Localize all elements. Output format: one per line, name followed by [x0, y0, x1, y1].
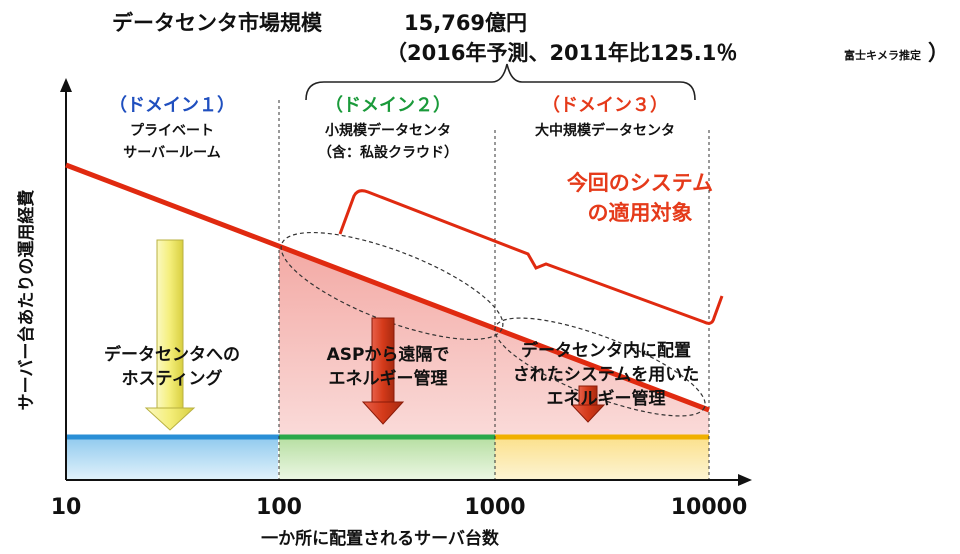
band-domain-1 — [66, 436, 278, 480]
region-1-line2: ホスティング — [122, 368, 223, 389]
y-axis-arrow — [60, 78, 72, 92]
band-domain-2 — [279, 436, 495, 480]
domain-2-line2: （含：私設クラウド） — [318, 144, 458, 161]
domain-3-title: （ドメイン３） — [542, 95, 668, 116]
market-title: データセンタ市場規模 — [112, 11, 323, 35]
x-tick-1000: 1000 — [464, 495, 525, 520]
domain-2-title: （ドメイン２） — [325, 95, 451, 116]
x-axis-arrow — [738, 474, 752, 486]
market-value: 15,769億円 — [404, 11, 527, 35]
y-axis-label: サーバー台あたりの運用経費 — [16, 190, 37, 411]
domain-2-line1: 小規模データセンタ — [325, 122, 451, 139]
x-tick-10000: 10000 — [671, 495, 748, 520]
target-label-line1: 今回のシステム — [567, 171, 713, 195]
region-3-line1: データセンタ内に配置 — [521, 340, 691, 361]
source-note: 富士キメラ推定 — [844, 48, 921, 62]
yellow-down-arrow — [144, 239, 196, 431]
domain-3-line1: 大中規模データセンタ — [535, 122, 675, 139]
domain-1-line1: プライベート — [130, 123, 214, 139]
region-3-line2: されたシステムを用いた — [513, 365, 700, 385]
x-tick-100: 100 — [256, 495, 302, 520]
region-2-line2: エネルギー管理 — [329, 368, 448, 389]
region-2-line1: ASPから遠隔で — [327, 345, 450, 365]
close-paren: ） — [928, 41, 949, 65]
band-domain-3 — [495, 436, 709, 480]
target-brace — [338, 189, 724, 325]
x-tick-10: 10 — [51, 495, 82, 520]
header-brace — [305, 63, 696, 101]
red-down-arrow-domain-3 — [570, 385, 606, 423]
cost-line — [65, 162, 710, 413]
red-down-arrow-domain-2 — [361, 317, 405, 425]
region-3-line3: エネルギー管理 — [547, 388, 666, 409]
domain-1-title: （ドメイン１） — [109, 95, 235, 116]
x-axis-label: 一か所に配置されるサーバ台数 — [261, 528, 500, 549]
region-1-line1: データセンタへの — [104, 344, 240, 365]
target-label-line2: の適用対象 — [588, 201, 693, 225]
forecast-text: （2016年予測、2011年比125.1％ — [386, 41, 737, 65]
domain-1-line2: サーバールーム — [123, 145, 220, 161]
